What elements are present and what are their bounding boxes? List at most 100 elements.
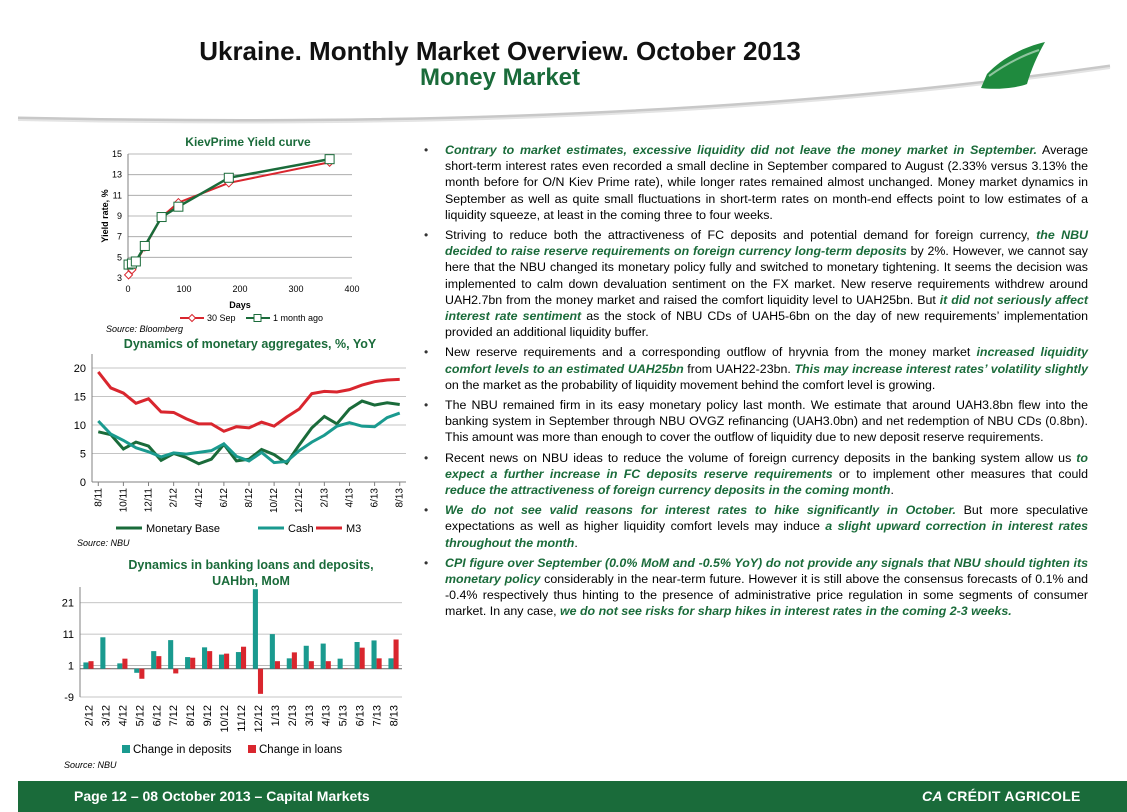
data-point (156, 212, 167, 223)
x-tick-label: 300 (288, 284, 303, 294)
x-tick-label: 200 (232, 284, 247, 294)
bullet-item: Recent news on NBU ideas to reduce the v… (424, 450, 1088, 499)
x-tick-label: 6/13 (355, 705, 367, 726)
x-tick-label: 8/12 (185, 705, 197, 726)
y-tick-label: 0 (80, 477, 86, 489)
x-tick-label: 4/13 (344, 488, 355, 508)
bar (83, 662, 89, 669)
x-tick-label: 10/12 (269, 488, 280, 513)
data-point (139, 240, 150, 251)
bar (286, 658, 292, 669)
bar (371, 640, 377, 669)
legend-marker (253, 314, 262, 322)
x-tick-label: 6/12 (151, 705, 163, 726)
highlight-text: CPI figure over September (0.0% MoM and … (445, 555, 1088, 587)
bar (257, 668, 264, 694)
x-tick-label: 6/12 (219, 488, 230, 508)
y-tick-label: -9 (64, 692, 74, 704)
body-text: considerably in the near-term future. Ho… (445, 572, 1088, 619)
legend-label: 30 Sep (207, 313, 236, 323)
x-tick-label: 3/13 (304, 705, 316, 726)
bar (241, 646, 247, 669)
data-point (324, 154, 335, 165)
x-tick-label: 3/12 (100, 705, 112, 726)
data-point (223, 172, 234, 183)
bar (252, 589, 258, 669)
bar (354, 642, 360, 669)
x-tick-label: 100 (176, 284, 191, 294)
series-line (97, 411, 401, 465)
bar (393, 639, 399, 669)
bar (337, 658, 343, 669)
y-tick-label: 21 (62, 598, 74, 610)
bar (139, 668, 145, 679)
bar (325, 661, 331, 669)
body-text: . (574, 535, 578, 550)
x-tick-label: 1/13 (270, 705, 282, 726)
loans-deposits-chart: Dynamics in banking loans and deposits, U… (62, 558, 402, 756)
body-text: The NBU remained firm in its easy moneta… (445, 398, 1088, 445)
logo-shape (981, 42, 1045, 89)
bar (274, 661, 280, 669)
bar (218, 654, 225, 669)
bar (388, 658, 394, 669)
x-tick-label: 2/13 (319, 488, 330, 508)
x-tick-label: 7/13 (372, 705, 384, 726)
y-tick-label: 15 (112, 149, 122, 159)
body-text: Average short-term interest rates even r… (445, 143, 1088, 222)
bar (291, 652, 297, 669)
body-text: as the stock of NBU CDs of UAH5-6bn on t… (445, 309, 1088, 340)
monetary-aggregates-chart: Dynamics of monetary aggregates, %, YoY 0… (74, 337, 406, 535)
y-tick-label: 7 (117, 232, 122, 242)
data-point (130, 256, 141, 267)
bar (185, 657, 191, 669)
body-text: New reserve requirements and a correspon… (445, 345, 977, 360)
bullet-item: We do not see valid reasons for interest… (424, 502, 1088, 551)
x-tick-label: 2/13 (287, 705, 299, 726)
bar (151, 651, 157, 669)
body-text: Striving to reduce both the attractivene… (445, 228, 1037, 243)
chart-title: Dynamics of monetary aggregates, %, YoY (124, 337, 377, 351)
x-tick-label: 5/12 (134, 705, 146, 726)
chart-title: KievPrime Yield curve (185, 135, 311, 149)
bar (308, 661, 314, 669)
x-tick-label: 0 (125, 284, 130, 294)
bar (303, 645, 309, 669)
x-tick-label: 7/12 (168, 705, 180, 726)
body-text: But more speculative expectations as wel… (445, 503, 1088, 534)
x-tick-label: 400 (344, 284, 359, 294)
legend-marker (187, 313, 197, 323)
body-text: Recent news on NBU ideas to reduce the v… (445, 450, 1077, 465)
chart-title-line1: Dynamics in banking loans and deposits, (128, 558, 373, 572)
x-tick-label: 2/12 (83, 705, 95, 726)
bar (134, 668, 140, 673)
bar (359, 647, 365, 669)
logo-icon: CA (922, 788, 943, 804)
legend-swatch (248, 745, 256, 753)
bar (117, 663, 123, 669)
bullet-list: Contrary to market estimates, excessive … (424, 142, 1088, 620)
commentary: Contrary to market estimates, excessive … (424, 142, 1088, 624)
bar (235, 652, 241, 669)
x-tick-label: 8/11 (93, 488, 104, 507)
bar (202, 647, 208, 669)
bar (168, 640, 174, 669)
y-tick-label: 11 (63, 629, 74, 641)
highlight-text: to expect a further increase in FC depos… (445, 450, 1088, 481)
x-tick-label: 8/13 (395, 488, 406, 508)
bar (173, 668, 179, 674)
highlight-text: increased liquidity comfort levels to an… (445, 345, 1089, 376)
body-text: . (890, 483, 894, 498)
series-line (97, 399, 400, 466)
bar (190, 657, 196, 669)
legend-label: M3 (346, 523, 361, 535)
y-tick-label: 9 (117, 211, 122, 221)
legend-swatch (122, 745, 130, 753)
y-tick-label: 3 (117, 273, 122, 283)
x-tick-label: 2/12 (169, 488, 180, 508)
x-tick-label: 4/12 (117, 705, 129, 726)
bar (100, 637, 106, 669)
highlight-text: We do not see valid reasons for interest… (445, 503, 956, 518)
legend-label: Monetary Base (146, 523, 220, 535)
yield-curve-chart: KievPrime Yield curve 3 5 7 9 11 13 15 0 100 200 30… (100, 135, 360, 323)
